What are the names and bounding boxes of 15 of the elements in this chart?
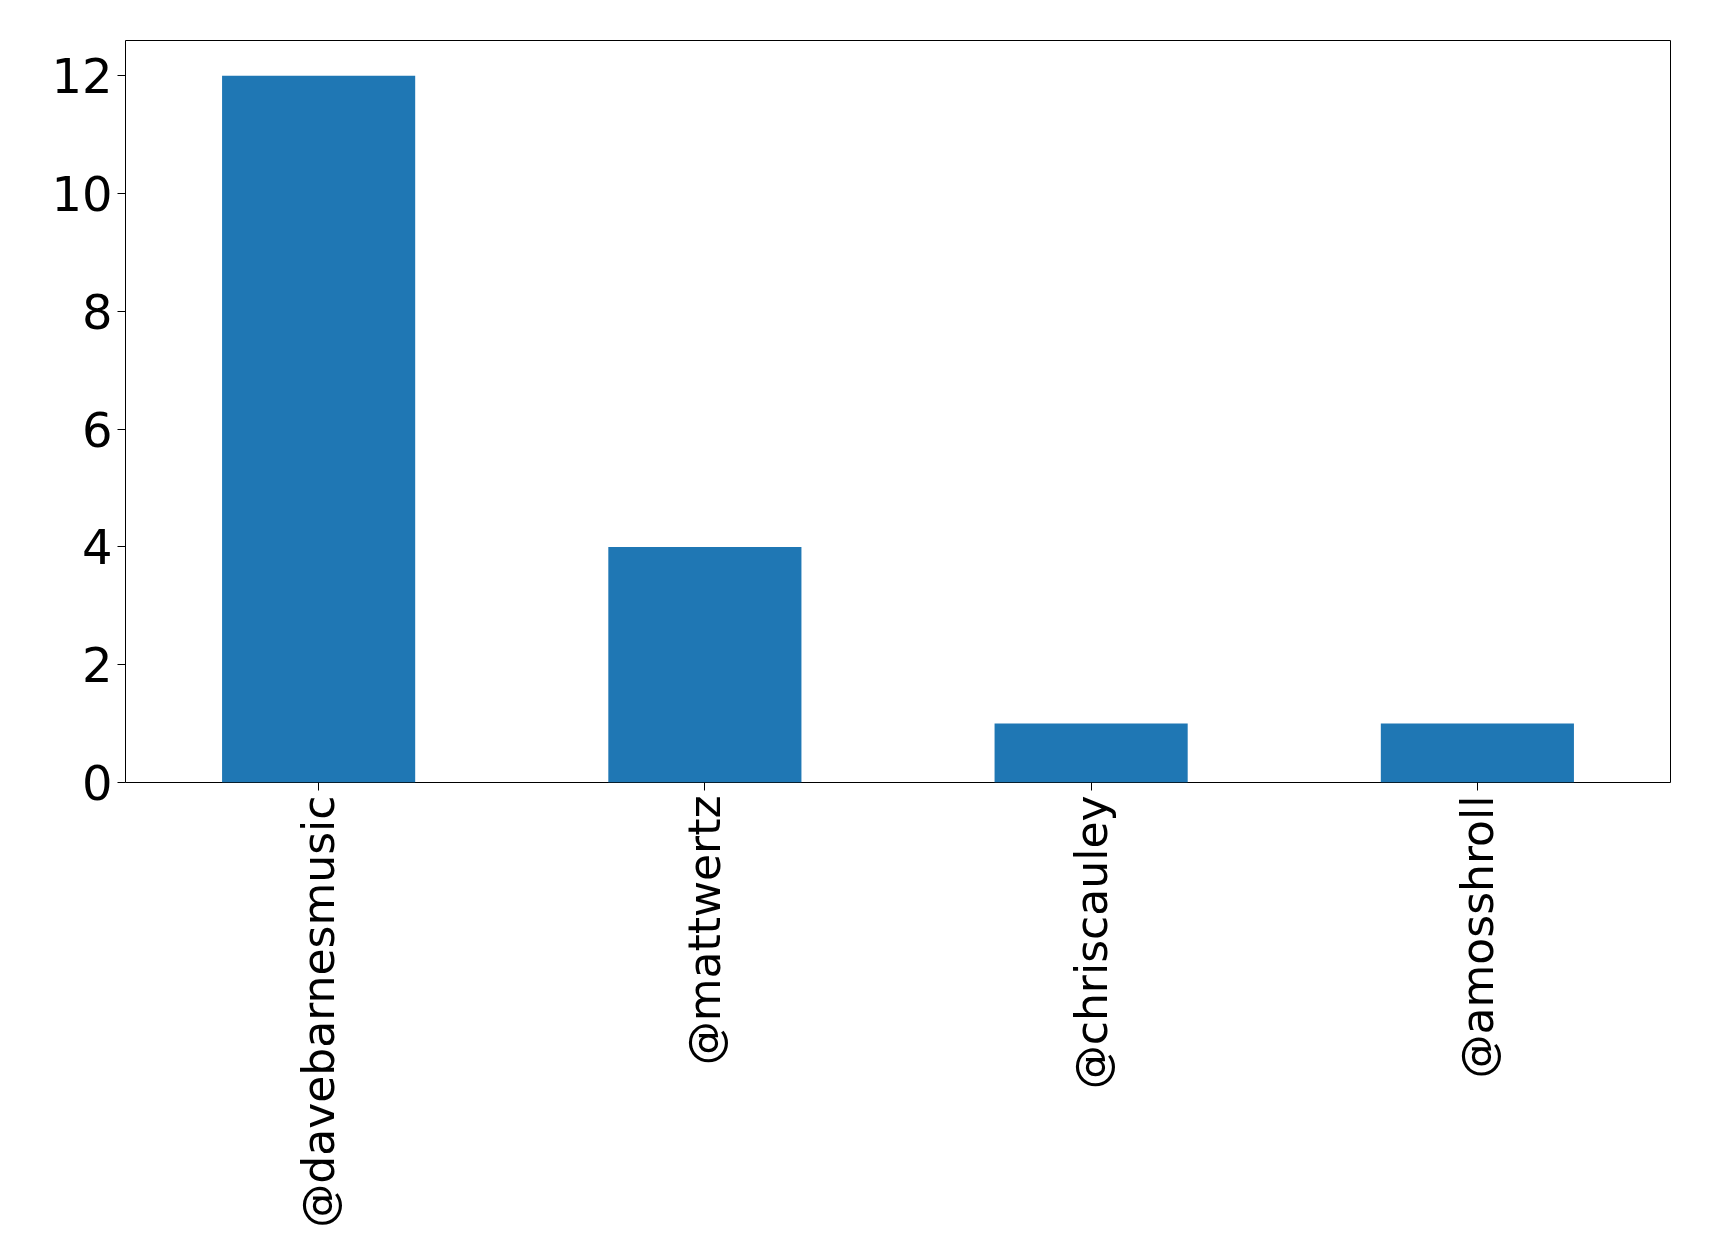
x-tick-label: @davebarnesmusic [293, 795, 345, 1228]
bar [1380, 723, 1574, 783]
y-tick-label: 6 [81, 401, 113, 458]
x-tick-label: @amosshroll [1451, 795, 1503, 1079]
y-tick-label: 12 [51, 48, 113, 105]
y-tick-label: 0 [81, 755, 113, 811]
bar [994, 723, 1188, 783]
bar [222, 75, 416, 783]
y-tick-label: 8 [81, 283, 113, 340]
y-tick-label: 2 [81, 637, 113, 694]
x-tick-label: @mattwertz [679, 795, 731, 1066]
x-tick-label: @chriscauley [1065, 795, 1117, 1090]
bar [608, 546, 802, 783]
y-tick-label: 4 [81, 519, 113, 576]
y-tick-label: 10 [51, 166, 113, 223]
